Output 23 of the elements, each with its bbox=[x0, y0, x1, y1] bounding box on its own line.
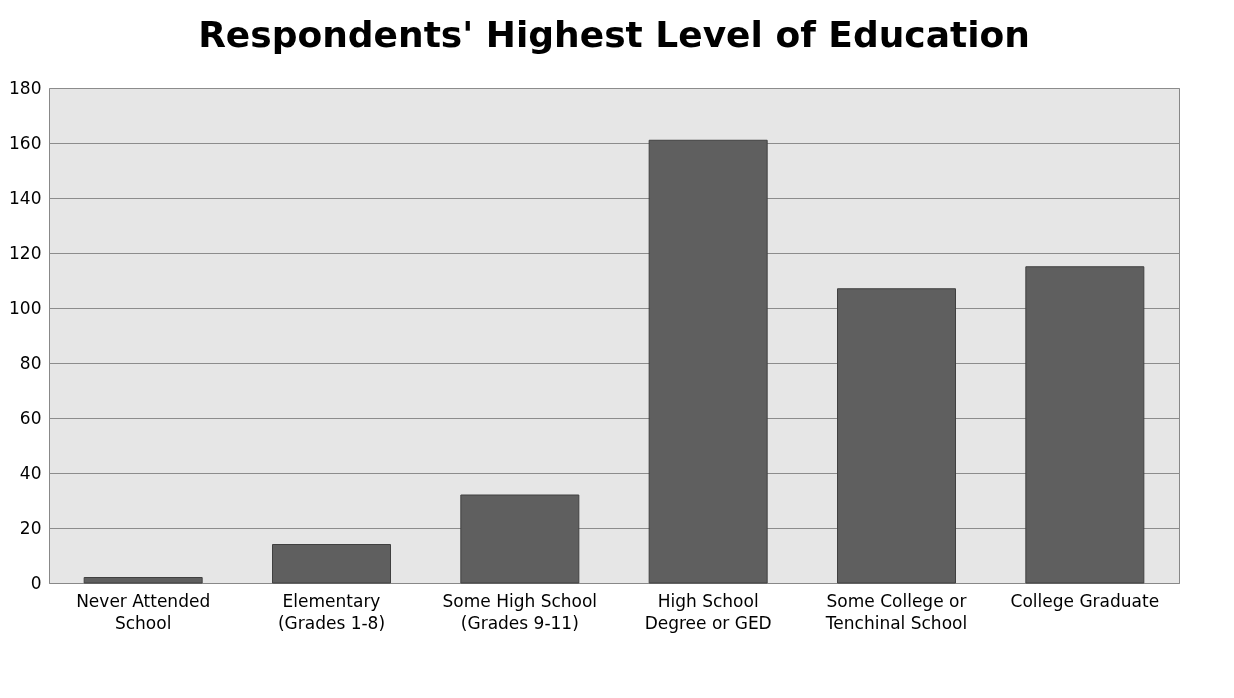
x-tick-label: Never Attended School bbox=[76, 590, 211, 633]
bar bbox=[1025, 266, 1145, 584]
x-tick-label: Some High School (Grades 9-11) bbox=[442, 590, 598, 633]
y-tick-label: 0 bbox=[30, 572, 42, 593]
y-tick-label: 180 bbox=[9, 77, 42, 98]
bar bbox=[460, 494, 580, 584]
y-tick-label: 40 bbox=[19, 462, 42, 483]
y-tick-label: 100 bbox=[9, 297, 42, 318]
x-tick-label: Elementary (Grades 1-8) bbox=[277, 590, 386, 633]
x-tick-label: High School Degree or GED bbox=[644, 590, 772, 633]
bar bbox=[83, 577, 203, 584]
y-tick-label: 160 bbox=[9, 132, 42, 153]
bar bbox=[272, 544, 391, 584]
bar bbox=[648, 139, 768, 584]
x-tick-label: College Graduate bbox=[1010, 590, 1160, 611]
bar bbox=[837, 288, 956, 584]
y-tick-label: 80 bbox=[19, 352, 42, 373]
x-tick-label: Some College or Tenchinal School bbox=[824, 590, 968, 633]
y-tick-label: 140 bbox=[9, 187, 42, 208]
chart-title: Respondents' Highest Level of Education bbox=[198, 14, 1030, 55]
y-tick-label: 60 bbox=[19, 407, 42, 428]
y-tick-label: 20 bbox=[19, 517, 42, 538]
y-tick-label: 120 bbox=[9, 242, 42, 263]
